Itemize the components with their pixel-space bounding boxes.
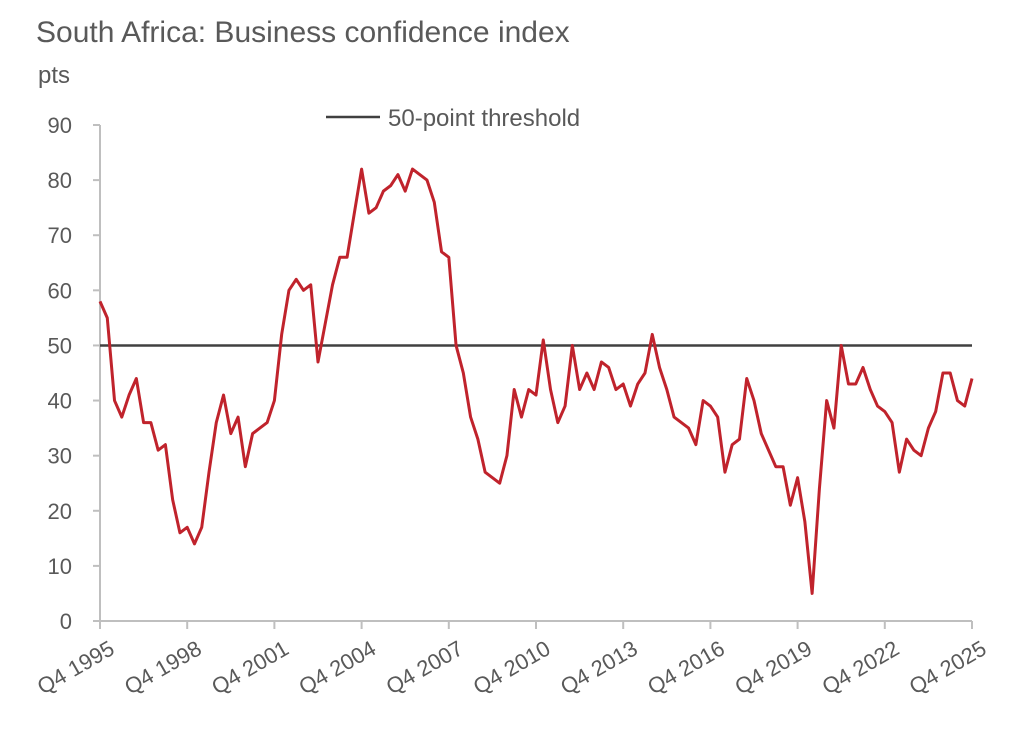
y-tick-label: 20 [48,499,72,524]
y-tick-label: 80 [48,168,72,193]
legend-label-threshold: 50-point threshold [388,105,580,132]
legend: 50-point threshold [326,105,580,132]
series-line-business-confidence [98,167,974,595]
y-tick-label: 30 [48,444,72,469]
x-tick-label: Q4 1998 [120,636,206,700]
x-tick-label: Q4 2013 [556,636,642,700]
y-tick-label: 40 [48,389,72,414]
x-tick-label: Q4 2004 [295,636,381,700]
x-tick-label: Q4 1995 [33,636,119,700]
x-tick-label: Q4 2025 [905,636,991,700]
x-tick-label: Q4 2016 [643,636,729,700]
x-tick-label: Q4 2001 [207,636,293,700]
y-tick-label: 70 [48,223,72,248]
x-tick-label: Q4 2019 [731,636,817,700]
y-tick-label: 0 [60,609,72,634]
y-tick-label: 60 [48,278,72,303]
chart-title: South Africa: Business confidence index [36,16,570,49]
x-tick-label: Q4 2010 [469,636,555,700]
y-tick-label: 50 [48,333,72,358]
y-axis-unit: pts [38,62,71,89]
x-tick-label: Q4 2007 [382,636,468,700]
x-tick-label: Q4 2022 [818,636,904,700]
y-tick-label: 10 [48,554,72,579]
y-tick-label: 90 [48,113,72,138]
